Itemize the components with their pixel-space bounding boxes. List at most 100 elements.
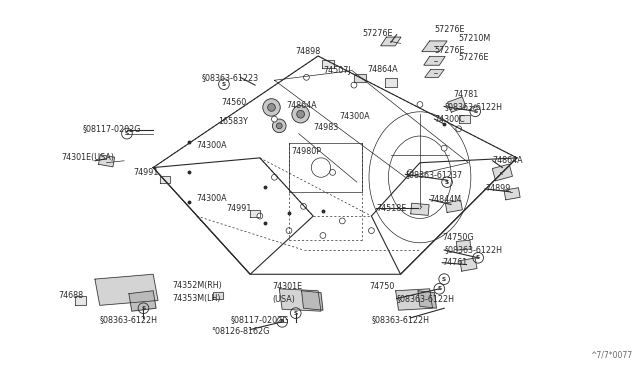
Circle shape [369,228,374,234]
Circle shape [330,170,335,175]
Polygon shape [425,70,444,77]
Text: §08363-6122H: §08363-6122H [397,294,454,303]
Polygon shape [250,210,260,217]
Text: 74300A: 74300A [339,112,370,121]
Text: 57210M: 57210M [459,34,491,43]
Circle shape [407,170,413,175]
Circle shape [417,102,423,108]
Text: °08126-8162G: °08126-8162G [211,327,269,336]
Circle shape [301,203,307,209]
Text: 74761: 74761 [442,258,467,267]
Text: 74518E: 74518E [376,204,406,213]
Text: 74301E: 74301E [273,282,303,291]
Text: S: S [445,180,449,185]
Text: 74300A: 74300A [196,194,227,203]
Polygon shape [447,97,466,112]
Polygon shape [301,291,323,310]
Text: S: S [294,311,298,315]
Text: 74688: 74688 [58,291,83,300]
Circle shape [263,99,280,116]
Circle shape [303,74,309,80]
Text: 74781: 74781 [453,90,478,99]
Text: §08117-0202G: §08117-0202G [83,124,141,133]
Text: S: S [473,109,477,114]
Text: S: S [442,277,446,282]
Polygon shape [504,188,520,200]
Text: S: S [476,255,480,260]
Text: 74560: 74560 [221,98,246,107]
Text: 74300A: 74300A [196,141,227,150]
Text: 74750: 74750 [369,282,395,291]
Text: S: S [222,81,226,87]
Text: 74352M(RH): 74352M(RH) [173,282,222,291]
Text: §08363-6122H: §08363-6122H [444,102,502,111]
Text: S: S [141,306,145,311]
Text: 74898: 74898 [296,46,321,56]
Text: 57276E: 57276E [363,29,393,38]
Text: 74991: 74991 [134,168,159,177]
Circle shape [339,218,345,224]
Text: S: S [125,131,129,136]
Polygon shape [95,274,158,305]
Polygon shape [424,57,445,65]
Text: 57276E: 57276E [459,54,489,62]
Text: (USA): (USA) [273,295,295,304]
Circle shape [297,110,305,118]
Polygon shape [411,203,429,215]
Polygon shape [459,115,470,124]
Text: §08363-61223: §08363-61223 [202,73,259,82]
Text: 16583Y: 16583Y [218,118,248,126]
Text: S: S [437,286,442,291]
Circle shape [456,126,461,132]
Polygon shape [213,292,223,299]
Polygon shape [492,164,513,181]
Text: §08363-61237: §08363-61237 [405,170,463,179]
Polygon shape [456,240,471,250]
Circle shape [276,123,282,129]
Polygon shape [129,291,156,311]
Polygon shape [322,60,333,68]
Circle shape [286,228,292,234]
Polygon shape [160,176,170,183]
Text: 74864A: 74864A [286,101,317,110]
Polygon shape [445,200,462,212]
Text: 74353M(LH): 74353M(LH) [173,294,221,303]
Polygon shape [385,78,397,87]
Text: 57276E: 57276E [435,25,465,34]
Circle shape [257,213,263,219]
Text: 74844M: 74844M [429,195,461,204]
Circle shape [292,106,309,123]
Text: §08117-0202G: §08117-0202G [231,315,289,324]
Text: ^7/7*0077: ^7/7*0077 [589,350,632,359]
Polygon shape [99,155,115,167]
Polygon shape [279,289,321,311]
Text: 74864A: 74864A [493,156,524,165]
Circle shape [268,103,275,111]
Polygon shape [418,291,436,308]
Polygon shape [422,41,447,52]
Text: §08363-6122H: §08363-6122H [371,315,429,324]
Text: 74300C: 74300C [435,115,465,124]
Text: 74983: 74983 [313,123,339,132]
Circle shape [271,174,277,180]
Text: §08363-6122H: §08363-6122H [444,246,502,254]
Text: §08363-6122H: §08363-6122H [100,315,158,324]
Circle shape [320,232,326,238]
Circle shape [351,82,357,88]
Circle shape [271,116,277,122]
Text: 74991: 74991 [226,204,252,213]
Text: 74507J: 74507J [323,66,351,75]
Text: 74980P: 74980P [292,147,322,155]
Circle shape [273,119,286,133]
Text: 74301E(USA): 74301E(USA) [61,153,114,162]
Polygon shape [75,296,86,305]
Text: 74750G: 74750G [442,233,474,242]
Text: B: B [280,319,284,324]
Polygon shape [460,258,477,271]
Text: 57276E: 57276E [435,46,465,55]
Polygon shape [381,37,401,46]
Text: 74899: 74899 [485,185,510,193]
Circle shape [441,145,447,151]
Text: 74864A: 74864A [367,65,398,74]
Polygon shape [396,289,433,310]
